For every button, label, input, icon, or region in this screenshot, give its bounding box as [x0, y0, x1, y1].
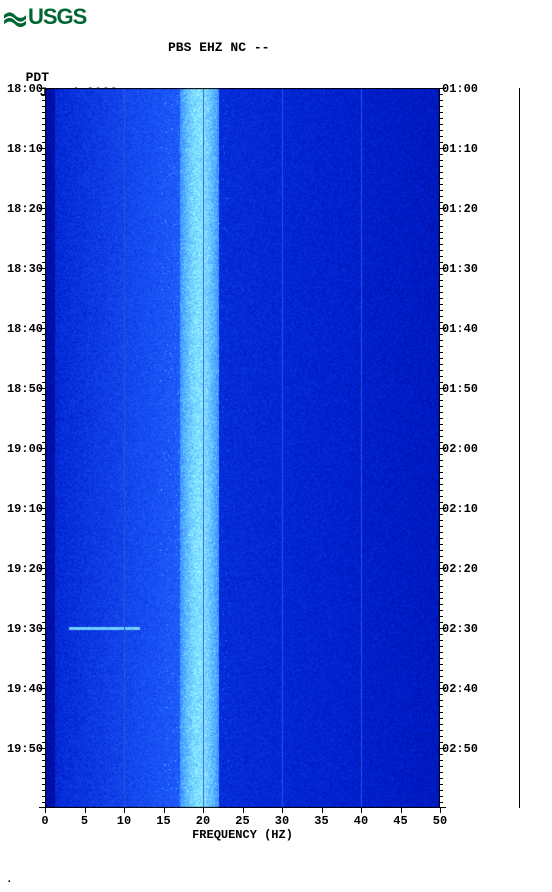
x-tick-label: 20: [196, 814, 210, 828]
y-right-label: 02:30: [440, 622, 478, 636]
x-tick-label: 0: [41, 814, 48, 828]
x-tick-label: 10: [117, 814, 131, 828]
x-tick-label: 30: [275, 814, 289, 828]
x-tick-label: 45: [393, 814, 407, 828]
footer-mark: .: [6, 874, 13, 886]
y-right-label: 01:50: [440, 382, 478, 396]
spectrogram-canvas: [45, 88, 440, 808]
y-left-label: 18:00: [7, 82, 45, 96]
wave-icon: [4, 7, 26, 27]
y-right-label: 01:20: [440, 202, 478, 216]
y-left-label: 19:30: [7, 622, 45, 636]
y-left-label: 18:40: [7, 322, 45, 336]
y-left-label: 19:00: [7, 442, 45, 456]
x-tick-label: 15: [156, 814, 170, 828]
usgs-logo: USGS: [4, 4, 86, 30]
y-left-label: 18:20: [7, 202, 45, 216]
y-right-label: 02:40: [440, 682, 478, 696]
y-right-label: 01:30: [440, 262, 478, 276]
x-tick-label: 25: [235, 814, 249, 828]
y-right-label: 02:20: [440, 562, 478, 576]
y-right-label: 02:00: [440, 442, 478, 456]
x-axis-label: FREQUENCY (HZ): [192, 828, 293, 842]
y-left-label: 19:50: [7, 742, 45, 756]
y-right-label: 01:10: [440, 142, 478, 156]
y-left-label: 19:40: [7, 682, 45, 696]
y-left-label: 18:30: [7, 262, 45, 276]
x-tick-label: 5: [81, 814, 88, 828]
y-left-label: 19:20: [7, 562, 45, 576]
colorbar-line: [519, 88, 520, 808]
x-tick-label: 50: [433, 814, 447, 828]
x-tick-label: 35: [314, 814, 328, 828]
y-left-label: 18:50: [7, 382, 45, 396]
y-right-label: 02:50: [440, 742, 478, 756]
y-right-label: 01:00: [440, 82, 478, 96]
y-left-label: 19:10: [7, 502, 45, 516]
y-left-label: 18:10: [7, 142, 45, 156]
station-code: PBS EHZ NC --: [168, 40, 269, 55]
x-tick-label: 40: [354, 814, 368, 828]
y-right-label: 01:40: [440, 322, 478, 336]
spectrogram-plot: 18:0001:0018:1001:1018:2001:2018:3001:30…: [45, 88, 440, 808]
logo-text: USGS: [28, 4, 86, 30]
y-right-label: 02:10: [440, 502, 478, 516]
